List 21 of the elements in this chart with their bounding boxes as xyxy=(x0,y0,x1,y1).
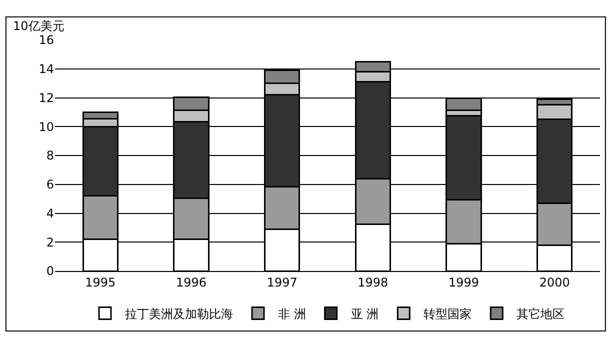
y-tick-label: 6 xyxy=(46,178,54,192)
legend-label: 转型国家 xyxy=(424,306,472,321)
y-axis-title: 10亿美元 xyxy=(13,19,64,33)
y-tick-label: 8 xyxy=(46,148,54,163)
x-tick-label: 2000 xyxy=(539,275,570,290)
x-tick-label: 1999 xyxy=(448,275,480,290)
legend-label: 拉丁美洲及加勒比海 xyxy=(125,306,233,321)
y-tick-label: 10 xyxy=(38,120,54,134)
legend-label: 非 洲 xyxy=(278,306,306,321)
y-tick-label: 4 xyxy=(46,206,54,220)
y-tick-label: 0 xyxy=(46,264,54,278)
y-tick-label: 12 xyxy=(38,90,54,105)
x-tick-label: 1996 xyxy=(176,275,207,290)
x-tick-label: 1995 xyxy=(85,275,116,290)
legend-label: 亚 洲 xyxy=(350,306,379,321)
legend-label: 其它地区 xyxy=(516,306,565,321)
y-tick-label: 14 xyxy=(38,62,54,76)
x-tick-label: 1997 xyxy=(266,275,298,290)
y-tick-label: 2 xyxy=(46,235,54,250)
x-tick-label: 1998 xyxy=(358,275,388,290)
y-tick-label: 16 xyxy=(38,33,54,48)
